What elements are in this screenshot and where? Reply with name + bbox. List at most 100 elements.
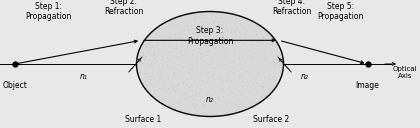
Point [209, 67, 215, 69]
Point [175, 105, 182, 107]
Point [157, 71, 164, 73]
Point [262, 59, 268, 61]
Point [262, 31, 268, 33]
Point [178, 50, 185, 52]
Point [191, 18, 197, 20]
Point [141, 57, 148, 59]
Point [222, 103, 229, 105]
Point [221, 27, 228, 29]
Point [189, 31, 196, 33]
Point [156, 79, 163, 82]
Point [207, 12, 214, 14]
Point [227, 78, 234, 80]
Point [203, 31, 210, 33]
Point [192, 52, 198, 54]
Point [254, 78, 261, 80]
Point [198, 74, 205, 76]
Point [174, 23, 181, 25]
Point [172, 96, 179, 98]
Point [160, 41, 167, 43]
Point [186, 86, 193, 88]
Point [200, 95, 207, 97]
Text: Step 2:
Refraction: Step 2: Refraction [104, 0, 144, 16]
Point [262, 46, 269, 48]
Point [157, 76, 163, 78]
Point [184, 112, 191, 114]
Point [168, 57, 175, 59]
Point [144, 45, 150, 47]
Point [200, 70, 206, 72]
Point [176, 102, 182, 104]
Point [154, 67, 161, 69]
Point [167, 31, 174, 34]
Point [196, 87, 202, 89]
Point [171, 33, 177, 35]
Point [262, 48, 269, 50]
Point [197, 84, 203, 86]
Point [190, 36, 197, 38]
Point [208, 17, 215, 19]
Point [268, 44, 275, 46]
Point [233, 27, 240, 29]
Point [255, 71, 262, 73]
Point [183, 50, 189, 52]
Point [177, 44, 184, 46]
Point [243, 70, 250, 72]
Point [253, 30, 260, 32]
Point [184, 52, 190, 54]
Point [189, 98, 195, 100]
Point [250, 38, 257, 40]
Point [147, 65, 154, 67]
Point [218, 79, 225, 81]
Point [231, 24, 237, 26]
Point [243, 66, 249, 68]
Point [243, 19, 250, 21]
Point [135, 54, 142, 56]
Text: Optical
Axis: Optical Axis [393, 66, 417, 79]
Point [180, 18, 186, 20]
Point [205, 50, 212, 52]
Point [186, 86, 193, 88]
Point [216, 85, 223, 87]
Point [172, 19, 179, 21]
Point [253, 57, 260, 59]
Point [220, 73, 227, 75]
Point [181, 28, 187, 30]
Point [234, 15, 241, 17]
Point [237, 92, 244, 94]
Point [147, 78, 154, 80]
Point [220, 64, 227, 66]
Point [210, 101, 217, 103]
Point [227, 39, 234, 41]
Point [263, 58, 270, 60]
Point [237, 75, 244, 77]
Point [176, 34, 182, 36]
Point [177, 98, 184, 100]
Point [172, 68, 179, 70]
Point [240, 32, 247, 34]
Point [199, 34, 205, 36]
Point [260, 82, 266, 84]
Point [183, 69, 189, 71]
Point [203, 75, 210, 77]
Point [185, 98, 192, 100]
Point [209, 73, 216, 75]
Point [147, 62, 154, 64]
Point [145, 62, 152, 64]
Point [217, 16, 223, 18]
Point [231, 35, 238, 37]
Point [173, 68, 180, 70]
Point [230, 67, 236, 69]
Point [244, 32, 251, 34]
Point [150, 52, 156, 55]
Point [236, 35, 242, 37]
Point [215, 20, 221, 22]
Point [219, 46, 226, 48]
Point [162, 42, 169, 44]
Point [192, 102, 198, 104]
Point [204, 54, 210, 56]
Point [210, 67, 217, 69]
Point [174, 55, 181, 57]
Point [225, 87, 231, 89]
Point [192, 79, 199, 81]
